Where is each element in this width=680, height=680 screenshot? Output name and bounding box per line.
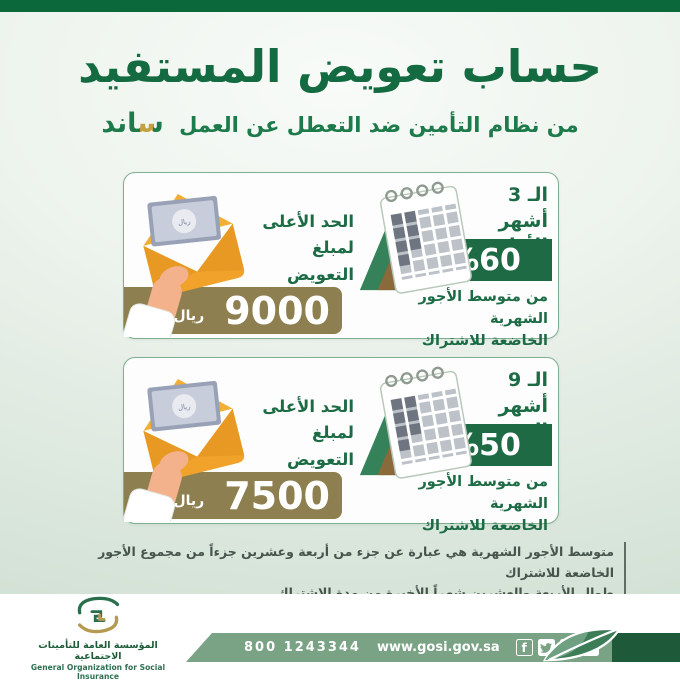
saned-brand-logo: ساند (101, 108, 171, 139)
period-line1: الـ 9 أشهر (498, 369, 548, 417)
website-url[interactable]: www.gosi.gov.sa (376, 640, 500, 655)
gosi-logo-block: المؤسسة العامة للتأمينات الاجتماعية Gene… (22, 595, 174, 680)
org-name-arabic: المؤسسة العامة للتأمينات الاجتماعية (38, 640, 158, 662)
max-label-line1: الحد الأعلى لمبلغ (262, 397, 354, 443)
percent-desc-line2: الخاضعة للاشتراك (421, 517, 548, 534)
amount-value: 9000 (224, 288, 330, 333)
page-subtitle: من نظام التأمين ضد التعطل عن العمل ساند (0, 108, 680, 139)
calendar-icon (354, 360, 472, 484)
footnote-line1: متوسط الأجور الشهرية هي عبارة عن جزء من … (98, 544, 614, 580)
max-amount-label: الحد الأعلى لمبلغ التعويض (256, 209, 354, 288)
money-envelope-icon: ريال (122, 177, 254, 353)
period-line1: الـ 3 أشهر (498, 184, 548, 232)
facebook-icon[interactable]: f (515, 639, 533, 656)
subtitle-text: من نظام التأمين ضد التعطل عن العمل (179, 113, 579, 137)
max-amount-label: الحد الأعلى لمبلغ التعويض (256, 394, 354, 473)
compensation-card-first-3-months: الـ 3 أشهر الأولى %60 من متوسط الأجور ال… (122, 172, 559, 353)
currency-label: ريال (173, 307, 205, 324)
org-name-english: General Organization for Social Insuranc… (30, 663, 166, 680)
top-green-bar (0, 0, 680, 12)
svg-text:ريال: ريال (178, 218, 191, 227)
percent-desc-line1: من متوسط الأجور الشهرية (418, 474, 548, 512)
percent-description: من متوسط الأجور الشهرية الخاضعة للاشتراك (363, 287, 548, 352)
footer: المؤسسة العامة للتأمينات الاجتماعية Gene… (0, 594, 680, 680)
svg-text:ريال: ريال (178, 403, 191, 412)
leaf-decoration-icon (538, 623, 644, 662)
compensation-card-remaining-9-months: الـ 9 أشهر المتبقية %50 من متوسط الأجور … (122, 357, 559, 538)
percent-desc-line1: من متوسط الأجور الشهرية (418, 289, 548, 327)
amount-value: 7500 (224, 473, 330, 518)
phone-number: 800 1243344 (244, 640, 361, 655)
max-label-line1: الحد الأعلى لمبلغ (262, 212, 354, 258)
calendar-icon (354, 175, 472, 299)
percent-description: من متوسط الأجور الشهرية الخاضعة للاشتراك (363, 472, 548, 537)
max-label-line2: التعويض (287, 449, 354, 469)
gosi-logo-icon (77, 596, 120, 634)
currency-label: ريال (173, 492, 205, 509)
page-title: حساب تعويض المستفيد (78, 40, 603, 93)
money-envelope-icon: ريال (122, 362, 254, 538)
footer-dark-green-block (612, 633, 680, 662)
max-label-line2: التعويض (287, 264, 354, 284)
percent-desc-line2: الخاضعة للاشتراك (421, 332, 548, 349)
